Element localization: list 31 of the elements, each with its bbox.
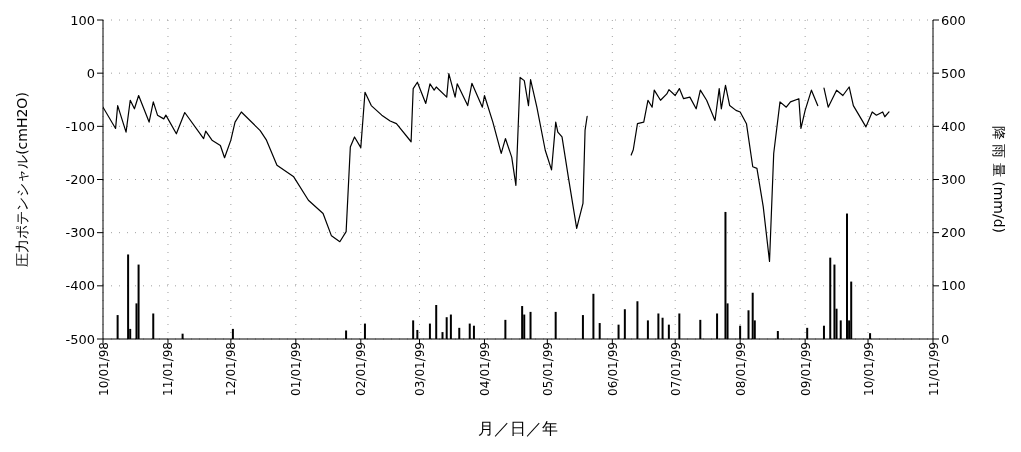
y2-tick-label: 200 [941,225,966,241]
x-tick-label: 02/01/99 [354,342,369,396]
x-tick-label: 10/01/98 [96,342,111,396]
y2-tick-label: 600 [941,12,966,28]
y-tick-label: -100 [65,118,95,134]
x-axis-title: 月／日／年 [478,419,558,438]
x-tick-label: 03/01/99 [413,342,428,396]
y-tick-label: -400 [65,278,95,294]
y-tick-label: -200 [65,172,95,188]
x-tick-label: 12/01/98 [224,342,239,396]
x-tick-label: 09/01/99 [798,342,813,396]
y2-tick-label: 300 [941,172,966,188]
x-tick-label: 11/01/99 [926,342,941,396]
y-tick-label: 0 [86,65,95,81]
x-tick-label: 04/01/99 [477,342,492,396]
y-axis-title: 圧力ポテンシャル(cmH2O) [13,92,30,267]
y-tick-label: 100 [70,12,95,28]
y2-tick-label: 100 [941,278,966,294]
x-tick-label: 07/01/99 [668,342,683,396]
x-tick-label: 11/01/98 [161,342,176,396]
x-tick-label: 05/01/99 [540,342,555,396]
y-tick-label: -300 [65,225,95,241]
x-tick-label: 06/01/99 [605,342,620,396]
y2-axis-title: 降 雨 量 (mm/d) [991,125,1008,234]
y2-tick-label: 0 [941,331,950,347]
x-tick-label: 08/01/99 [733,342,748,396]
x-tick-label: 10/01/99 [861,342,876,396]
y2-tick-label: 500 [941,65,966,81]
x-tick-label: 01/01/99 [289,342,304,396]
y-tick-label: -500 [65,331,95,347]
y2-tick-label: 400 [941,118,966,134]
